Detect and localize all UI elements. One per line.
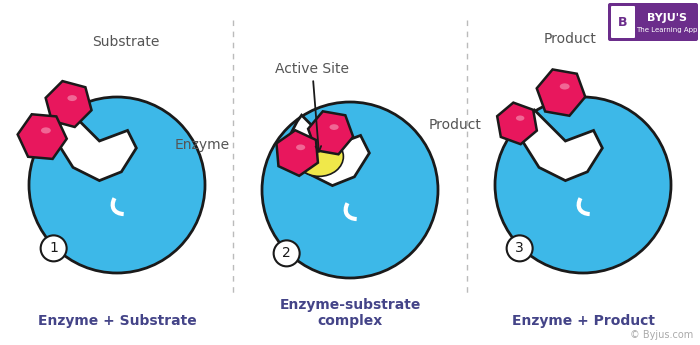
Text: B: B [618,16,628,29]
Text: BYJU'S: BYJU'S [647,13,687,23]
Ellipse shape [330,124,339,130]
Polygon shape [54,110,136,180]
Polygon shape [308,111,354,154]
Circle shape [274,240,300,266]
Circle shape [29,97,205,273]
Polygon shape [276,130,318,176]
Text: Enzyme-substrate
complex: Enzyme-substrate complex [279,298,421,328]
Polygon shape [18,114,66,159]
Ellipse shape [516,116,524,121]
Polygon shape [286,115,370,186]
Text: Enzyme: Enzyme [174,138,230,152]
Polygon shape [537,69,585,116]
Ellipse shape [296,145,305,150]
Text: The Learning App: The Learning App [636,27,698,33]
Text: © Byjus.com: © Byjus.com [630,330,693,340]
FancyBboxPatch shape [608,3,698,41]
Polygon shape [46,81,92,127]
Ellipse shape [41,127,51,134]
Text: Product: Product [429,118,482,132]
Text: 3: 3 [515,241,524,255]
Circle shape [41,235,66,262]
Circle shape [262,102,438,278]
Ellipse shape [67,95,77,101]
Ellipse shape [560,83,570,89]
Polygon shape [519,110,603,180]
Polygon shape [497,102,537,144]
Text: Active Site: Active Site [275,62,349,152]
Circle shape [507,235,533,262]
FancyBboxPatch shape [611,6,635,38]
Text: 1: 1 [49,241,58,255]
Circle shape [495,97,671,273]
Ellipse shape [295,137,344,176]
Text: Enzyme + Product: Enzyme + Product [512,314,654,328]
Text: Enzyme + Substrate: Enzyme + Substrate [38,314,197,328]
Text: Substrate: Substrate [92,34,160,49]
Text: 2: 2 [282,246,291,260]
Text: Product: Product [543,32,596,46]
